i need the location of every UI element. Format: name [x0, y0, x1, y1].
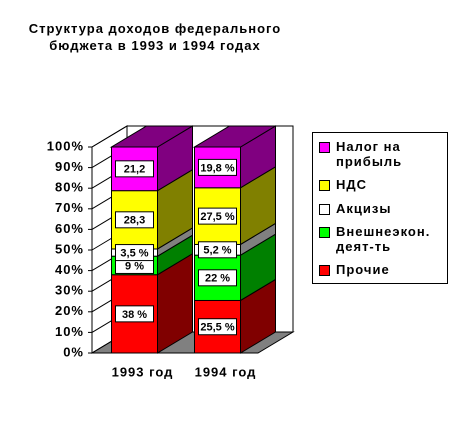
- y-tick-label: 40%: [55, 262, 84, 277]
- y-tick-label: 30%: [55, 283, 84, 298]
- bar-top: [109, 125, 195, 148]
- legend-entry: НДС: [317, 177, 443, 192]
- value-label-box: [115, 211, 154, 229]
- value-label: 27,5 %: [200, 211, 234, 223]
- value-label: 5,2 %: [203, 245, 231, 257]
- legend-label: НДС: [336, 177, 368, 193]
- y-tick-label: 90%: [55, 159, 84, 174]
- legend-label: Прочие: [336, 262, 390, 277]
- value-label: 22 %: [205, 273, 230, 285]
- legend-swatch: [319, 203, 330, 215]
- value-label: 28,3: [124, 215, 145, 227]
- y-tick-label: 80%: [55, 180, 84, 195]
- value-label-box: [115, 305, 154, 323]
- y-tick-label: 0%: [63, 344, 84, 359]
- y-tick-label: 100%: [47, 138, 84, 153]
- legend-label: Налог на прибыль: [336, 139, 403, 169]
- wall-tick: [91, 125, 128, 148]
- value-label: 9 %: [125, 260, 144, 272]
- value-label-box: [115, 244, 154, 262]
- chart-title: Структура доходов федерального бюджета в…: [28, 21, 282, 53]
- y-tick-label: 10%: [55, 324, 84, 339]
- legend-label: Акцизы: [336, 200, 392, 216]
- legend-entry: Налог на прибыль: [317, 139, 443, 169]
- legend-entry: Внешнеэкон. деят-ть: [317, 224, 443, 254]
- value-label-box: [198, 241, 237, 259]
- y-tick-label: 20%: [55, 303, 84, 318]
- value-label: 38 %: [122, 309, 147, 321]
- value-label: 25,5 %: [200, 322, 234, 334]
- value-label-box: [198, 158, 237, 176]
- legend: Налог на прибыль НДС Акцизы Внешнеэкон. дея…: [312, 132, 448, 284]
- value-label-box: [198, 269, 237, 287]
- value-label-box: [198, 207, 237, 225]
- legend-label: Внешнеэкон. деят-ть: [336, 223, 431, 254]
- value-label-box: [115, 160, 154, 178]
- x-tick-label: 1993 год: [112, 364, 174, 379]
- y-tick-label: 50%: [55, 241, 84, 256]
- legend-swatch: [319, 180, 330, 192]
- legend-entry: Акцизы: [317, 201, 443, 216]
- legend-entry: Прочие: [317, 262, 443, 277]
- y-tick-label: 60%: [55, 221, 84, 236]
- bar-top: [192, 125, 278, 148]
- value-label: 19,8 %: [200, 162, 234, 174]
- legend-swatch: [319, 265, 330, 276]
- legend-swatch: [319, 226, 330, 238]
- value-label-box: [198, 318, 237, 336]
- x-tick-label: 1994 год: [195, 364, 257, 379]
- value-label: 21,2: [124, 164, 145, 176]
- y-tick-label: 70%: [55, 200, 84, 215]
- value-label: 3,5 %: [120, 247, 148, 259]
- legend-swatch: [319, 142, 330, 153]
